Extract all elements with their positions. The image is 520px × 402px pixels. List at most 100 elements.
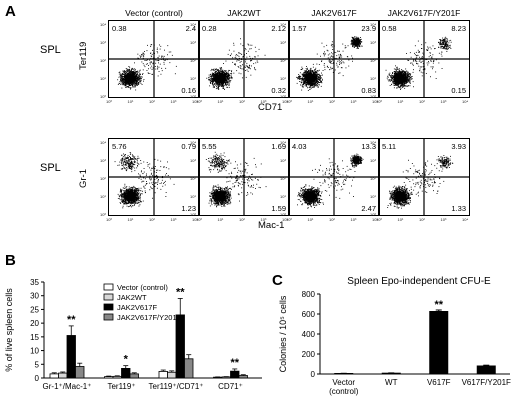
quadrant-upper-left-value: 0.58 bbox=[382, 24, 397, 33]
legend-swatch bbox=[103, 283, 114, 291]
quadrant-upper-right-value: 3.93 bbox=[451, 142, 466, 151]
y-tick-label: 25 bbox=[30, 305, 39, 314]
axis-tick-label: 10⁰ bbox=[100, 94, 107, 99]
axis-tick-label: 10⁴ bbox=[100, 22, 107, 27]
axis-tick-label: 10⁰ bbox=[376, 217, 383, 222]
significance-marker: * bbox=[124, 354, 129, 366]
panel-letter-b: B bbox=[5, 252, 16, 269]
flow-plot bbox=[198, 138, 290, 216]
event-dots bbox=[206, 38, 266, 90]
flow-plot bbox=[378, 138, 470, 216]
axis-tick-label: 10² bbox=[419, 217, 425, 222]
quadrant-lower-right-value: 1.23 bbox=[181, 204, 196, 213]
y-tick-label: 0 bbox=[311, 370, 316, 379]
axis-tick-label: 10² bbox=[239, 99, 245, 104]
y-tick-label: 15 bbox=[30, 333, 39, 342]
legend-label: JAK2WT bbox=[117, 293, 147, 302]
y-tick-label: 400 bbox=[302, 330, 316, 339]
flow-plot-title: JAK2WT bbox=[227, 8, 261, 18]
axis-tick-label: 10⁴ bbox=[280, 140, 287, 145]
flow-cytometry-panel: SPL Ter119 CD71 Vector (control) 0.38 2.4 0.16… bbox=[40, 8, 470, 231]
axis-tick-label: 10¹ bbox=[307, 217, 314, 222]
x-category-label: V617F bbox=[427, 378, 451, 387]
axis-tick-label: 10¹ bbox=[190, 194, 196, 199]
axis-tick-label: 10⁴ bbox=[462, 99, 469, 104]
legend-label: JAK2V617F bbox=[117, 303, 157, 312]
axis-tick-label: 10³ bbox=[190, 40, 196, 45]
bar bbox=[104, 376, 114, 379]
significance-marker: ** bbox=[176, 286, 185, 298]
quadrant-lower-right-value: 0.32 bbox=[271, 86, 286, 95]
axis-tick-label: 10³ bbox=[280, 158, 286, 163]
axis-tick-label: 10⁰ bbox=[190, 212, 197, 217]
axis-tick-label: 10⁴ bbox=[370, 22, 377, 27]
axis-tick-label: 10² bbox=[370, 176, 376, 181]
axis-tick-label: 10¹ bbox=[370, 76, 376, 81]
axis-tick-label: 10¹ bbox=[190, 76, 196, 81]
x-category-label: V617F/Y201F bbox=[462, 378, 511, 387]
flow-plot-title: JAK2V617F/Y201F bbox=[387, 8, 461, 18]
axis-tick-label: 10² bbox=[100, 58, 106, 63]
x-category-label: Ter119⁺/CD71⁺ bbox=[149, 382, 204, 391]
x-axis-label: CD71 bbox=[258, 102, 283, 113]
axis-tick-label: 10² bbox=[100, 176, 106, 181]
legend-label: JAK2V617F/Y201F bbox=[117, 313, 182, 322]
significance-marker: ** bbox=[434, 299, 443, 311]
axis-tick-label: 10² bbox=[329, 99, 335, 104]
y-tick-label: 200 bbox=[302, 350, 316, 359]
flow-plot bbox=[108, 20, 200, 98]
axis-tick-label: 10³ bbox=[280, 40, 286, 45]
axis-tick-label: 10¹ bbox=[127, 99, 134, 104]
bar bbox=[75, 366, 85, 379]
quadrant-upper-right-value: 2.12 bbox=[271, 24, 286, 33]
quadrant-upper-right-value: 1.69 bbox=[271, 142, 286, 151]
axis-tick-label: 10⁰ bbox=[376, 99, 383, 104]
axis-tick-label: 10³ bbox=[170, 217, 177, 222]
axis-tick-label: 10⁰ bbox=[100, 212, 107, 217]
y-tick-label: 800 bbox=[302, 290, 316, 299]
bar bbox=[476, 365, 496, 375]
axis-tick-label: 10¹ bbox=[100, 76, 106, 81]
x-category-label: Vector bbox=[332, 378, 355, 387]
axis-tick-label: 10⁴ bbox=[190, 22, 197, 27]
chart-title: Spleen Epo-independent CFU-E bbox=[347, 276, 491, 287]
y-tick-label: 600 bbox=[302, 310, 316, 319]
axis-tick-label: 10⁰ bbox=[106, 217, 113, 222]
quadrant-upper-left-value: 5.76 bbox=[112, 142, 127, 151]
axis-tick-label: 10² bbox=[329, 217, 335, 222]
y-tick-label: 20 bbox=[30, 319, 39, 328]
significance-marker: ** bbox=[67, 314, 76, 326]
legend-swatch bbox=[103, 303, 114, 311]
axis-tick-label: 10⁰ bbox=[370, 94, 377, 99]
quadrant-lower-right-value: 0.83 bbox=[361, 86, 376, 95]
flow-plot bbox=[288, 138, 380, 216]
bar bbox=[58, 372, 68, 379]
panel-letter-c: C bbox=[272, 272, 283, 289]
axis-tick-label: 10³ bbox=[100, 40, 106, 45]
axis-tick-label: 10¹ bbox=[397, 99, 404, 104]
bar bbox=[184, 358, 194, 379]
flow-plot-title: JAK2V617F bbox=[311, 8, 357, 18]
quadrant-upper-left-value: 4.03 bbox=[292, 142, 307, 151]
flow-plot bbox=[108, 138, 200, 216]
axis-tick-label: 10⁴ bbox=[282, 99, 289, 104]
axis-tick-label: 10¹ bbox=[217, 99, 224, 104]
axis-tick-label: 10³ bbox=[100, 158, 106, 163]
event-dots bbox=[114, 152, 175, 209]
bar bbox=[175, 314, 185, 379]
axis-tick-label: 10⁴ bbox=[370, 140, 377, 145]
axis-tick-label: 10⁴ bbox=[280, 22, 287, 27]
legend-label: Vector (control) bbox=[117, 283, 168, 292]
event-dots bbox=[117, 44, 177, 91]
axis-tick-label: 10¹ bbox=[127, 217, 134, 222]
bar bbox=[230, 370, 240, 379]
bar bbox=[121, 368, 131, 379]
event-dots bbox=[205, 151, 267, 208]
legend-swatch bbox=[103, 313, 114, 321]
axis-tick-label: 10² bbox=[370, 58, 376, 63]
y-tick-label: 0 bbox=[35, 374, 40, 383]
x-category-label: Ter119⁺ bbox=[107, 382, 135, 391]
tissue-label: SPL bbox=[40, 162, 61, 174]
quadrant-upper-right-value: 8.23 bbox=[451, 24, 466, 33]
quadrant-upper-right-value: 13.3 bbox=[361, 142, 376, 151]
